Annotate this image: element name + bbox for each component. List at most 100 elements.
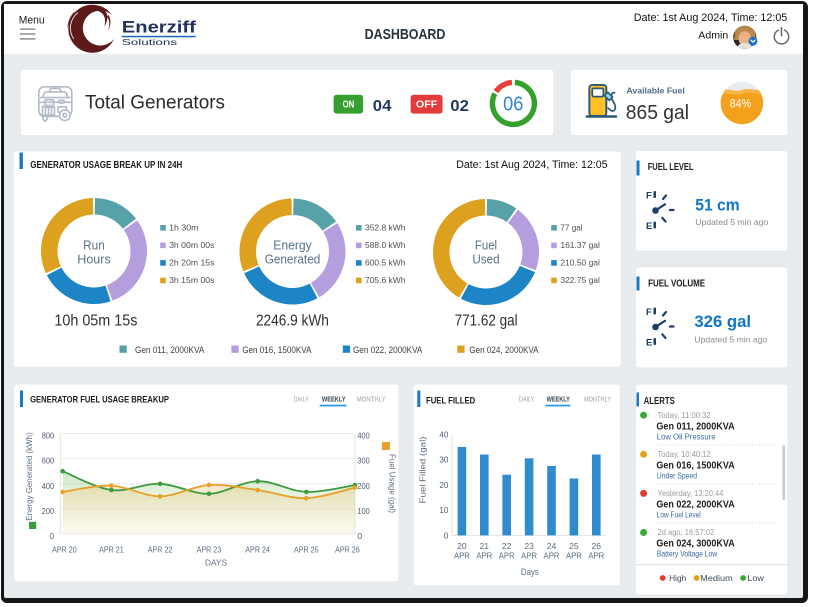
- svg-text:Yesterday, 13:20:44: Yesterday, 13:20:44: [658, 489, 724, 498]
- svg-text:Low Oil Pressure: Low Oil Pressure: [657, 431, 716, 441]
- svg-text:40: 40: [439, 429, 448, 439]
- svg-text:2h 20m 15s: 2h 20m 15s: [169, 257, 214, 267]
- svg-text:APR 22: APR 22: [148, 546, 173, 555]
- svg-text:FUEL LEVEL: FUEL LEVEL: [648, 162, 694, 173]
- svg-text:10: 10: [439, 505, 448, 515]
- svg-text:77 gal: 77 gal: [560, 222, 582, 232]
- svg-text:Low Fuel Level: Low Fuel Level: [657, 510, 701, 520]
- svg-text:Days: Days: [521, 567, 539, 577]
- svg-text:APR 24: APR 24: [245, 546, 270, 555]
- svg-text:300: 300: [357, 456, 370, 466]
- svg-text:Gen 016, 1500KVA: Gen 016, 1500KVA: [656, 460, 735, 472]
- svg-text:APR: APR: [521, 552, 537, 561]
- svg-text:GENERATOR USAGE BREAK UP IN 24: GENERATOR USAGE BREAK UP IN 24H: [30, 160, 182, 171]
- svg-text:High: High: [669, 573, 686, 583]
- svg-text:Fuel Usage (gal): Fuel Usage (gal): [388, 454, 397, 513]
- svg-text:400: 400: [357, 431, 370, 441]
- svg-text:23: 23: [524, 542, 534, 551]
- svg-text:APR: APR: [499, 552, 515, 561]
- svg-text:Solutions: Solutions: [122, 37, 177, 47]
- svg-text:OFF: OFF: [416, 100, 437, 111]
- svg-text:705.6 kWh: 705.6 kWh: [365, 275, 406, 285]
- svg-text:Date: 1st Aug 2024, Time: 12:0: Date: 1st Aug 2024, Time: 12:05: [456, 159, 607, 171]
- svg-text:0: 0: [444, 530, 449, 540]
- svg-text:2d ago, 16:57:02: 2d ago, 16:57:02: [658, 528, 715, 537]
- svg-text:20: 20: [457, 542, 467, 551]
- svg-text:10h 05m 15s: 10h 05m 15s: [54, 313, 137, 330]
- svg-text:Fuel: Fuel: [475, 238, 497, 253]
- svg-text:MONTHLY: MONTHLY: [357, 394, 386, 403]
- svg-text:21: 21: [480, 542, 490, 551]
- svg-text:Gen 011, 2000KVA: Gen 011, 2000KVA: [656, 420, 735, 432]
- svg-text:MONTHLY: MONTHLY: [584, 394, 611, 403]
- svg-text:Gen 024, 2000KVA: Gen 024, 2000KVA: [469, 345, 539, 355]
- svg-text:FUEL FILLED: FUEL FILLED: [426, 396, 475, 407]
- svg-text:WEEKLY: WEEKLY: [547, 394, 570, 403]
- svg-text:Gen 022, 2000KVA: Gen 022, 2000KVA: [353, 345, 423, 355]
- svg-text:APR: APR: [566, 552, 582, 561]
- svg-text:06: 06: [503, 93, 523, 116]
- svg-text:Gen 016, 1500KVA: Gen 016, 1500KVA: [242, 345, 312, 355]
- svg-text:APR: APR: [476, 552, 492, 561]
- svg-text:Under Speed: Under Speed: [657, 471, 698, 481]
- svg-text:51 cm: 51 cm: [695, 197, 739, 215]
- svg-text:04: 04: [373, 98, 392, 115]
- svg-text:588.0 kWh: 588.0 kWh: [365, 240, 406, 250]
- svg-text:APR 23: APR 23: [197, 546, 222, 555]
- svg-text:1h 30m: 1h 30m: [169, 222, 198, 232]
- svg-text:FUEL VOLUME: FUEL VOLUME: [648, 279, 705, 290]
- svg-text:Generated: Generated: [265, 252, 321, 267]
- svg-text:F: F: [646, 191, 652, 202]
- svg-text:Medium: Medium: [700, 573, 733, 583]
- svg-text:200: 200: [357, 481, 370, 491]
- svg-text:771.62 gal: 771.62 gal: [455, 313, 518, 330]
- svg-text:20: 20: [439, 480, 448, 490]
- svg-text:Battery Voltage Low: Battery Voltage Low: [657, 549, 718, 559]
- svg-text:3h 00m 00s: 3h 00m 00s: [169, 240, 214, 250]
- svg-text:600: 600: [42, 456, 55, 466]
- svg-text:APR 20: APR 20: [52, 546, 77, 555]
- svg-text:Available Fuel: Available Fuel: [626, 86, 684, 96]
- svg-text:3h 15m 00s: 3h 15m 00s: [169, 275, 214, 285]
- svg-text:Enerziff: Enerziff: [122, 18, 196, 37]
- svg-text:APR 26: APR 26: [335, 546, 360, 555]
- svg-text:APR: APR: [544, 552, 560, 561]
- svg-text:352.8 kWh: 352.8 kWh: [365, 222, 406, 232]
- svg-text:DAILY: DAILY: [519, 394, 534, 403]
- svg-text:APR 21: APR 21: [99, 546, 124, 555]
- svg-text:E: E: [646, 338, 652, 349]
- svg-text:Low: Low: [747, 573, 764, 583]
- svg-text:Used: Used: [472, 252, 499, 267]
- svg-text:Updated 5 min ago: Updated 5 min ago: [695, 218, 768, 227]
- svg-text:25: 25: [569, 542, 579, 551]
- svg-text:E: E: [646, 221, 652, 232]
- svg-text:Gen 022, 2000KVA: Gen 022, 2000KVA: [656, 499, 735, 511]
- svg-text:200: 200: [42, 506, 55, 516]
- svg-text:26: 26: [592, 542, 602, 551]
- svg-text:APR 25: APR 25: [294, 546, 319, 555]
- svg-text:24: 24: [547, 542, 557, 551]
- svg-text:0: 0: [49, 531, 54, 541]
- svg-text:Menu: Menu: [19, 15, 45, 27]
- svg-text:2246.9 kWh: 2246.9 kWh: [256, 313, 329, 330]
- svg-text:DAILY: DAILY: [294, 394, 309, 403]
- svg-text:0: 0: [357, 531, 362, 541]
- svg-text:ON: ON: [343, 100, 355, 111]
- svg-text:APR: APR: [454, 552, 470, 561]
- svg-text:Energy Generated (kWh): Energy Generated (kWh): [25, 432, 34, 521]
- svg-text:Total Generators: Total Generators: [85, 91, 225, 113]
- svg-text:30: 30: [439, 455, 448, 465]
- svg-text:865 gal: 865 gal: [626, 101, 689, 124]
- svg-text:Today, 11:00:32: Today, 11:00:32: [658, 411, 712, 420]
- svg-text:DAYS: DAYS: [205, 558, 227, 568]
- svg-text:800: 800: [42, 431, 55, 441]
- svg-text:84%: 84%: [730, 99, 751, 111]
- svg-text:F: F: [646, 307, 652, 318]
- svg-text:Updated 5 min ago: Updated 5 min ago: [694, 336, 767, 345]
- svg-text:WEEKLY: WEEKLY: [322, 394, 346, 403]
- svg-text:02: 02: [450, 98, 469, 115]
- svg-text:Today, 10:40:12: Today, 10:40:12: [658, 450, 712, 459]
- svg-text:Gen 011, 2000KVA: Gen 011, 2000KVA: [135, 345, 205, 355]
- svg-text:326 gal: 326 gal: [694, 313, 751, 331]
- svg-text:Hours: Hours: [77, 252, 111, 267]
